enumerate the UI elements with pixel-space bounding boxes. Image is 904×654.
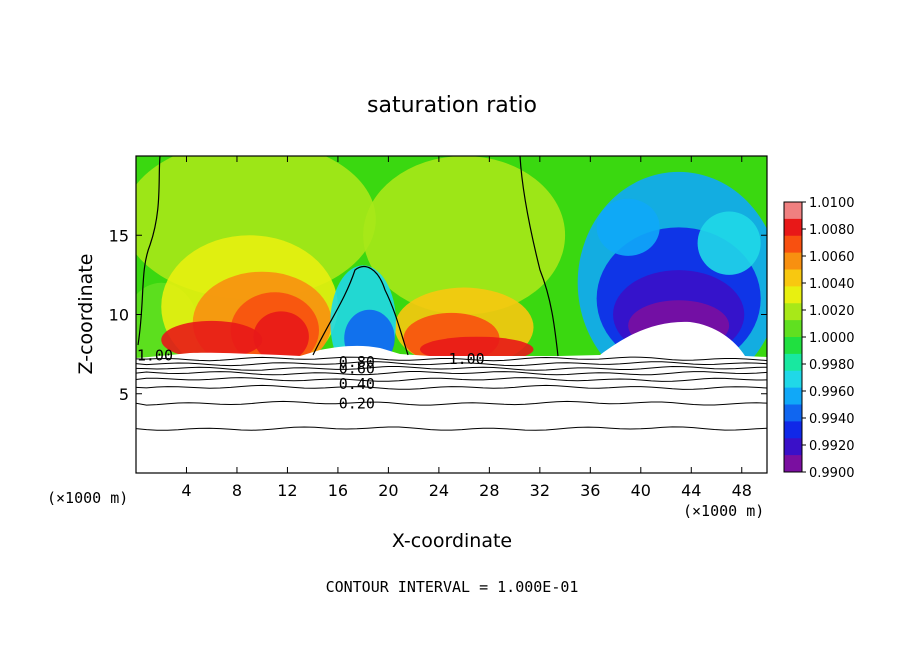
y-tick-label: 15 [109,226,129,245]
x-tick-label: 16 [328,481,348,500]
colorbar-swatch [784,303,802,321]
colorbar-swatch [784,353,802,372]
field-region [363,156,566,315]
colorbar-label: 0.9900 [809,466,855,481]
colorbar-label: 0.9940 [809,412,855,427]
colorbar-label: 1.0060 [809,250,855,265]
colorbar-label: 1.0100 [809,196,855,211]
contour-label: 0.80 [339,353,375,371]
x-tick-label: 4 [181,481,191,500]
x-unit-left: (×1000 m) [47,489,128,507]
colorbar: 1.0100 1.0080 1.0060 1.0040 1.0020 1.0000 0.99… [783,196,855,481]
cloud-edge-contour [519,156,559,357]
x-unit-right: (×1000 m) [683,502,764,520]
y-tick-label: 5 [119,385,129,404]
colorbar-label: 1.0080 [809,223,855,238]
field-region [697,211,761,275]
contour-label: 0.40 [339,375,375,393]
colorbar-swatch [784,269,802,287]
colorbar-swatch [784,421,802,439]
colorbar-swatch [784,337,802,355]
subcloud-region [136,321,767,473]
x-tick-label: 20 [378,481,398,500]
colorbar-swatch [784,320,802,338]
colorbar-swatch [784,252,802,270]
colorbar-swatch [784,404,802,422]
subcloud-contour [136,361,767,367]
field-region [161,320,263,359]
colorbar-label: 0.9920 [809,439,855,454]
subcloud-contour [136,426,767,431]
field-region [419,336,534,363]
x-tick-label: 24 [429,481,449,500]
contour-label: 1.00 [449,350,485,368]
colorbar-swatch [784,218,802,237]
colorbar-swatch [784,370,802,389]
colorbar-label: 0.9960 [809,385,855,400]
colorbar-label: 1.0040 [809,277,855,292]
subcloud-contour [136,384,767,390]
colorbar-swatch [784,455,802,473]
colorbar-swatch [784,387,802,405]
contour-label: 0.60 [339,359,375,377]
field-region [596,198,660,256]
subcloud-contour [136,377,767,382]
x-tick-label: 32 [530,481,550,500]
x-tick-label: 48 [732,481,752,500]
plot-area [136,156,767,473]
subcloud-contour [136,365,767,371]
y-tick-label: 10 [109,306,129,325]
cloud-edge-contour [137,156,161,346]
contour-label: 0.20 [339,394,375,412]
x-tick-label: 28 [479,481,499,500]
x-tick-label: 36 [580,481,600,500]
y-axis-label: Z-coordinate [75,254,97,375]
colorbar-swatch [784,438,802,456]
colorbar-label: 0.9980 [809,358,855,373]
contour-interval-footer: CONTOUR INTERVAL = 1.000E-01 [326,578,579,596]
x-tick-label: 8 [232,481,242,500]
contour-label: 1.00 [137,347,173,365]
colorbar-label: 1.0000 [809,331,855,346]
x-tick-label: 12 [277,481,297,500]
subcloud-contour [136,356,767,362]
subcloud-contour [136,371,767,376]
cloud-edge-contour [312,266,409,356]
field-region [253,311,309,363]
colorbar-swatch [784,286,802,304]
x-tick-label: 40 [631,481,651,500]
colorbar-swatch [784,235,802,254]
subcloud-contour [136,400,767,406]
x-axis-label: X-coordinate [392,530,512,552]
colorbar-swatch [784,202,802,220]
chart-title: saturation ratio [367,93,537,118]
x-tick-label: 44 [681,481,701,500]
colorbar-label: 1.0020 [809,304,855,319]
